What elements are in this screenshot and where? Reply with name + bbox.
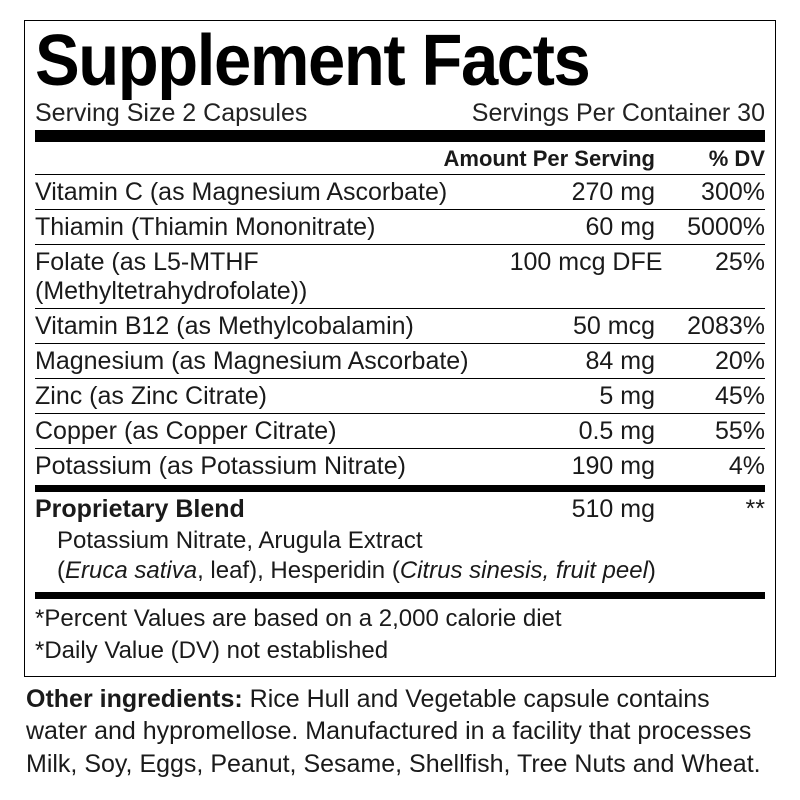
- nutrient-amount: 84 mg: [485, 347, 655, 376]
- nutrient-dv: 25%: [662, 248, 765, 277]
- nutrient-row: Zinc (as Zinc Citrate)5 mg45%: [35, 379, 765, 413]
- nutrient-amount: 270 mg: [485, 178, 655, 207]
- nutrient-amount: 60 mg: [485, 213, 655, 242]
- nutrient-amount: 190 mg: [485, 452, 655, 481]
- nutrient-dv: 20%: [655, 347, 765, 376]
- nutrient-name: Magnesium (as Magnesium Ascorbate): [35, 347, 485, 376]
- nutrient-name: Zinc (as Zinc Citrate): [35, 382, 485, 411]
- other-label: Other ingredients:: [26, 685, 243, 713]
- nutrient-row: Vitamin B12 (as Methylcobalamin)50 mcg20…: [35, 309, 765, 343]
- proprietary-blend-row: Proprietary Blend 510 mg **: [35, 492, 765, 526]
- blend-amount: 510 mg: [485, 495, 655, 524]
- blend-dv: **: [655, 495, 765, 524]
- blend-ingredients: Potassium Nitrate, Arugula Extract (Eruc…: [35, 526, 765, 590]
- footnote-1: *Percent Values are based on a 2,000 cal…: [35, 603, 765, 635]
- blend-line2-a: (: [57, 557, 65, 584]
- nutrient-dv: 55%: [655, 417, 765, 446]
- nutrient-amount: 100 mcg DFE: [504, 248, 663, 277]
- nutrient-amount: 50 mcg: [485, 312, 655, 341]
- nutrient-row: Vitamin C (as Magnesium Ascorbate)270 mg…: [35, 175, 765, 209]
- nutrient-amount: 0.5 mg: [485, 417, 655, 446]
- nutrient-name: Vitamin C (as Magnesium Ascorbate): [35, 178, 485, 207]
- blend-line1: Potassium Nitrate, Arugula Extract: [57, 527, 422, 554]
- header-dv: % DV: [655, 146, 765, 172]
- nutrient-name: Vitamin B12 (as Methylcobalamin): [35, 312, 485, 341]
- footnote-2: *Daily Value (DV) not established: [35, 635, 765, 667]
- nutrient-dv: 300%: [655, 178, 765, 207]
- footnotes: *Percent Values are based on a 2,000 cal…: [35, 599, 765, 668]
- other-ingredients: Other ingredients: Rice Hull and Vegetab…: [24, 677, 776, 781]
- nutrient-dv: 5000%: [655, 213, 765, 242]
- nutrient-dv: 45%: [655, 382, 765, 411]
- serving-row: Serving Size 2 Capsules Servings Per Con…: [35, 99, 765, 128]
- nutrient-row: Folate (as L5-MTHF (Methyltetrahydrofola…: [35, 245, 765, 308]
- nutrient-dv: 4%: [655, 452, 765, 481]
- nutrient-name: Folate (as L5-MTHF (Methyltetrahydrofola…: [35, 248, 504, 306]
- blend-line2-b: , leaf), Hesperidin (: [197, 557, 400, 584]
- blend-label: Proprietary Blend: [35, 495, 485, 524]
- nutrient-row: Copper (as Copper Citrate)0.5 mg55%: [35, 414, 765, 448]
- nutrient-rows: Vitamin C (as Magnesium Ascorbate)270 mg…: [35, 175, 765, 483]
- nutrient-amount: 5 mg: [485, 382, 655, 411]
- nutrient-row: Thiamin (Thiamin Mononitrate)60 mg5000%: [35, 210, 765, 244]
- blend-italic-2: Citrus sinesis, fruit peel: [400, 557, 648, 584]
- serving-size: Serving Size 2 Capsules: [35, 99, 307, 128]
- header-amount: Amount Per Serving: [375, 146, 655, 172]
- column-headers: Amount Per Serving % DV: [35, 142, 765, 174]
- nutrient-name: Potassium (as Potassium Nitrate): [35, 452, 485, 481]
- nutrient-row: Magnesium (as Magnesium Ascorbate)84 mg2…: [35, 344, 765, 378]
- rule-med-2: [35, 592, 765, 599]
- rule-med: [35, 485, 765, 492]
- nutrient-name: Copper (as Copper Citrate): [35, 417, 485, 446]
- blend-italic-1: Eruca sativa: [65, 557, 197, 584]
- nutrient-dv: 2083%: [655, 312, 765, 341]
- nutrient-row: Potassium (as Potassium Nitrate)190 mg4%: [35, 449, 765, 483]
- blend-line2-c: ): [648, 557, 656, 584]
- supplement-facts-panel: Supplement Facts Serving Size 2 Capsules…: [24, 20, 776, 677]
- rule-thick-top: [35, 130, 765, 142]
- nutrient-name: Thiamin (Thiamin Mononitrate): [35, 213, 485, 242]
- panel-title: Supplement Facts: [35, 25, 714, 97]
- servings-per-container: Servings Per Container 30: [472, 99, 765, 128]
